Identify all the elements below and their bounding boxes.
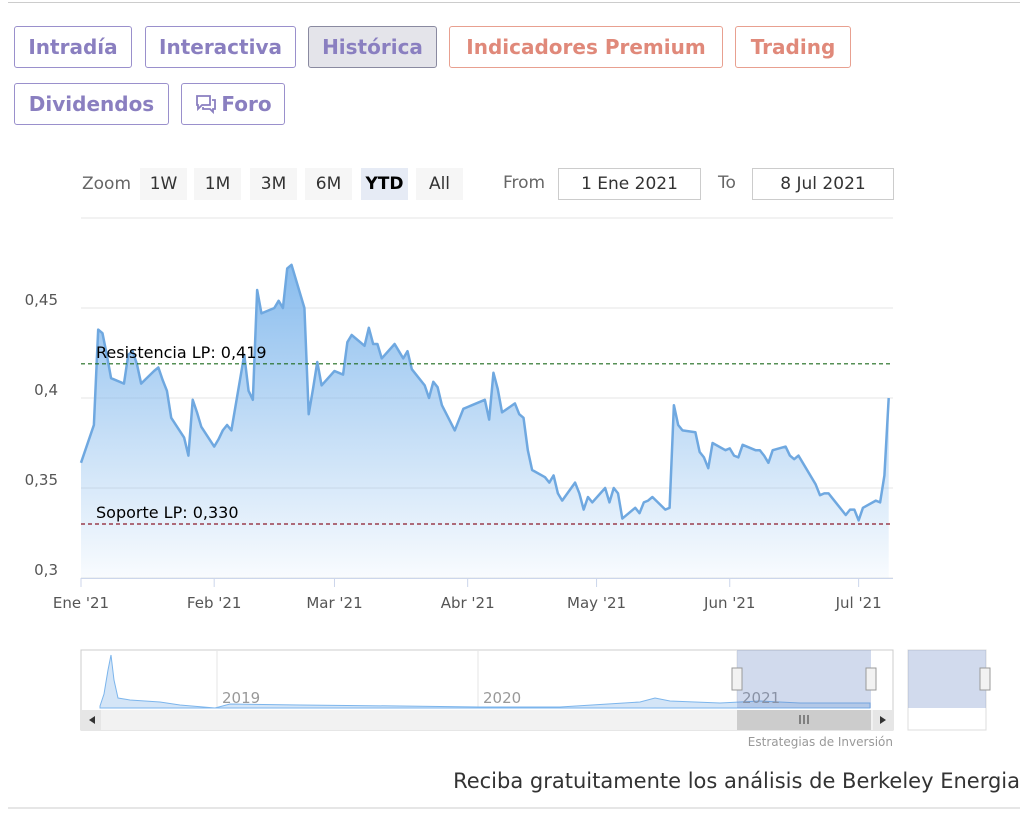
plot-line-label: Soporte LP: 0,330 <box>96 503 239 522</box>
navigator-year: 2021 <box>742 689 780 707</box>
zoom-label: Zoom <box>82 174 132 194</box>
tab[interactable]: Histórica <box>308 26 437 68</box>
from-input[interactable]: 1 Ene 2021 <box>558 168 701 200</box>
zoom-button[interactable]: 1M <box>194 168 241 200</box>
credits: Estrategias de Inversión <box>748 735 893 749</box>
zoom-button[interactable]: YTD <box>361 168 408 200</box>
y-tick-label: 0,3 <box>34 561 58 579</box>
plot-line-label: Resistencia LP: 0,419 <box>96 343 267 362</box>
zoom-button[interactable]: 6M <box>305 168 352 200</box>
navigator-mask[interactable] <box>737 650 871 708</box>
scroll-left[interactable] <box>81 710 101 730</box>
zoom-button[interactable]: All <box>416 168 463 200</box>
x-tick-label: May '21 <box>567 594 626 612</box>
x-tick-label: Jun '21 <box>703 594 755 612</box>
navigator-extra <box>907 649 987 731</box>
grip <box>799 715 809 724</box>
tab[interactable]: Interactiva <box>145 26 296 68</box>
scrollbar-track[interactable] <box>81 710 893 730</box>
navigator-handle[interactable] <box>865 667 877 691</box>
scroll-right[interactable] <box>873 710 893 730</box>
to-label: To <box>718 173 736 193</box>
area-fill <box>81 264 889 578</box>
navigator-frame <box>80 649 894 731</box>
tab[interactable]: Trading <box>735 26 851 68</box>
zoom-button[interactable]: 3M <box>250 168 297 200</box>
footer-text: Reciba gratuitamente los análisis de Ber… <box>453 769 1020 793</box>
navigator-handle[interactable] <box>979 667 991 691</box>
arrow <box>89 716 95 724</box>
scrollbar-thumb[interactable] <box>737 710 871 730</box>
tab[interactable]: Indicadores Premium <box>449 26 723 68</box>
price-line <box>79 263 890 522</box>
chat-icon <box>196 95 217 115</box>
tab-label: Foro <box>221 92 272 116</box>
top-rule <box>8 2 1020 3</box>
x-tick-label: Ene '21 <box>53 594 109 612</box>
navigator-handle[interactable] <box>731 667 743 691</box>
y-tick-label: 0,45 <box>25 291 58 309</box>
zoom-button[interactable]: 1W <box>140 168 187 200</box>
tab[interactable]: Foro <box>181 83 285 125</box>
navigator: 2019 2020 2021 Estrategias de Inversión <box>80 649 991 749</box>
y-tick-label: 0,35 <box>25 471 58 489</box>
x-tick-label: Abr '21 <box>441 594 495 612</box>
x-tick-label: Jul '21 <box>835 594 882 612</box>
x-tick-label: Mar '21 <box>306 594 362 612</box>
navigator-year: 2019 <box>222 689 260 707</box>
to-input[interactable]: 8 Jul 2021 <box>752 168 894 200</box>
tab[interactable]: Dividendos <box>14 83 169 125</box>
navigator-series <box>99 654 871 709</box>
arrow <box>880 716 886 724</box>
from-label: From <box>503 173 546 193</box>
navigator-year: 2020 <box>483 689 521 707</box>
x-tick-label: Feb '21 <box>187 594 242 612</box>
navigator-extra-mask <box>908 650 986 708</box>
y-tick-label: 0,4 <box>34 381 58 399</box>
tab[interactable]: Intradía <box>14 26 132 68</box>
